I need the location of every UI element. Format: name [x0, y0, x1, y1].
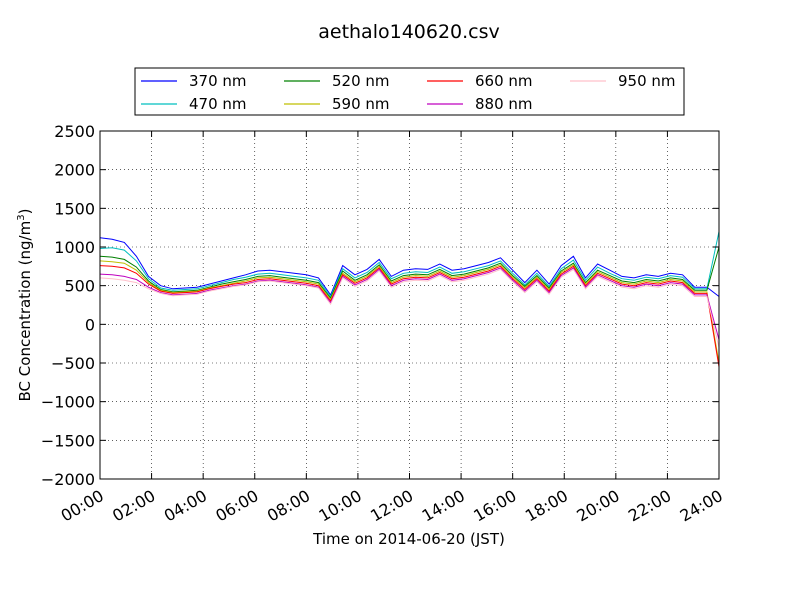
y-tick-label: 1000 — [54, 238, 95, 257]
y-tick-label: −1000 — [41, 393, 95, 412]
series-lines — [99, 231, 720, 367]
y-tick-label: 2000 — [54, 161, 95, 180]
y-axis-label: BC Concentration (ng/m3) — [16, 209, 34, 402]
x-axis-label: Time on 2014-06-20 (JST) — [312, 530, 505, 548]
series-line-950-nm — [99, 268, 720, 348]
y-tick-label: 500 — [64, 277, 95, 296]
legend: 370 nm 470 nm 520 nm 590 nm 660 nm 880 nm 950 … — [134, 67, 685, 116]
y-axis-label-main: BC Concentration (ng/m — [16, 221, 34, 402]
y-axis-label-superscript: 3 — [16, 214, 27, 220]
legend-label: 950 nm — [618, 72, 676, 90]
legend-label: 590 nm — [332, 95, 390, 113]
y-tick-label: −2000 — [41, 470, 95, 489]
legend-label: 370 nm — [189, 72, 247, 90]
legend-label: 660 nm — [475, 72, 533, 90]
series-line-590-nm — [99, 260, 720, 364]
y-axis-label-tail: ) — [16, 209, 34, 215]
chart-title: aethalo140620.csv — [318, 21, 500, 43]
series-line-660-nm — [99, 265, 720, 367]
series-line-880-nm — [99, 267, 720, 340]
legend-label: 470 nm — [189, 95, 247, 113]
y-tick-label: 0 — [85, 315, 95, 334]
y-tick-label: −500 — [51, 354, 95, 373]
legend-label: 520 nm — [332, 72, 390, 90]
y-tick-label: 2500 — [54, 122, 95, 141]
y-tick-label: −1500 — [41, 431, 95, 450]
series-line-470-nm — [99, 231, 720, 298]
series-line-520-nm — [99, 246, 720, 299]
legend-label: 880 nm — [475, 95, 533, 113]
legend-frame — [134, 67, 685, 116]
series-line-370-nm — [99, 237, 720, 297]
y-tick-label: 1500 — [54, 199, 95, 218]
